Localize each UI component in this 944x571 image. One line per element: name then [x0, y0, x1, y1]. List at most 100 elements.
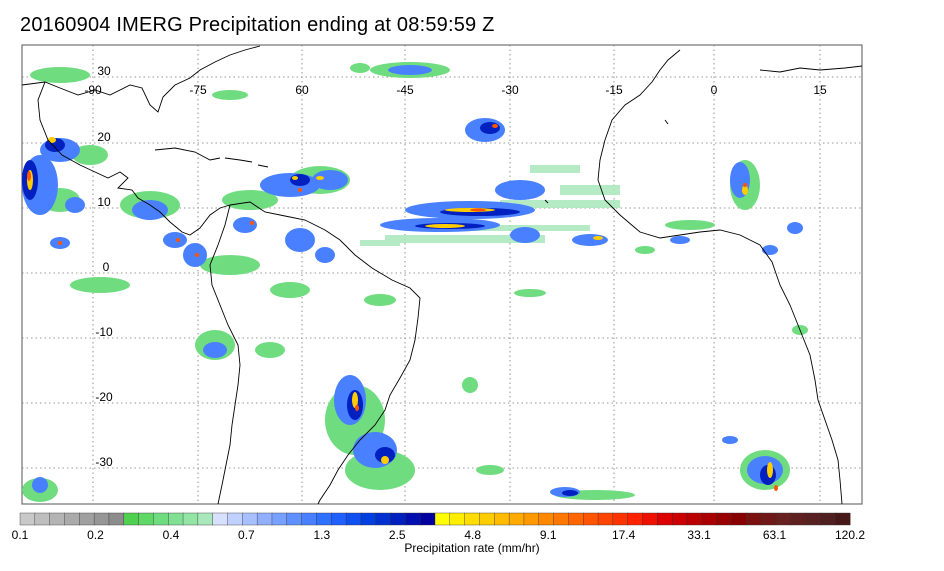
- longitude-label: -15: [605, 83, 623, 97]
- colorbar-swatch: [345, 512, 362, 526]
- colorbar-tick-label: 4.8: [464, 528, 482, 542]
- africa-northwest-coast: [599, 49, 681, 161]
- coastlines: [21, 45, 863, 505]
- colorbar-tick-label: 0.4: [162, 528, 180, 542]
- latitude-label: -10: [95, 325, 113, 339]
- longitude-label: -45: [396, 83, 414, 97]
- colorbar-swatch: [494, 512, 510, 526]
- cape-verde-islands: [544, 199, 549, 204]
- longitude-label: 0: [711, 83, 718, 97]
- colorbar-swatch: [434, 512, 451, 526]
- colorbar-swatch: [123, 512, 140, 526]
- europe-coast: [759, 65, 863, 73]
- colorbar-swatch: [168, 512, 184, 526]
- colorbar-swatch: [301, 512, 317, 526]
- map-frame: [21, 44, 863, 505]
- colorbar-swatch: [242, 512, 258, 526]
- colorbar-swatch: [390, 512, 406, 526]
- colorbar-swatch: [746, 512, 762, 526]
- colorbar-swatch: [538, 512, 555, 526]
- colorbar-swatch: [523, 512, 540, 526]
- colorbar-swatch: [627, 512, 643, 526]
- hispaniola-coast: [224, 157, 253, 163]
- colorbar-swatch: [834, 512, 851, 526]
- colorbar-swatch: [612, 512, 629, 526]
- africa-west-coast: [597, 159, 843, 505]
- colorbar-swatch: [419, 512, 436, 526]
- colorbar-swatch: [286, 512, 303, 526]
- central-america-coast: [37, 81, 231, 236]
- puerto-rico-coast: [257, 164, 269, 168]
- longitude-label: -30: [501, 83, 519, 97]
- north-america-coast: [21, 45, 261, 113]
- colorbar-tick-label: 2.5: [388, 528, 406, 542]
- colorbar-swatch: [138, 512, 154, 526]
- colorbar-swatch: [212, 512, 228, 526]
- south-america-east-coast: [229, 201, 421, 505]
- longitude-label: -75: [189, 83, 207, 97]
- colorbar-swatch: [775, 512, 792, 526]
- colorbar-swatch: [701, 512, 718, 526]
- colorbar-swatch: [34, 512, 51, 526]
- latitude-label: 0: [103, 260, 110, 274]
- longitude-label: -90: [84, 83, 102, 97]
- rain-red-cells: [27, 124, 778, 491]
- colorbar-swatch: [820, 512, 836, 526]
- colorbar-swatch: [642, 512, 658, 526]
- colorbar-swatch: [479, 512, 495, 526]
- colorbar-swatch: [508, 512, 525, 526]
- colorbar-swatch: [464, 512, 480, 526]
- longitude-label: 15: [813, 83, 827, 97]
- colorbar-swatch: [256, 512, 273, 526]
- colorbar-swatch: [760, 512, 777, 526]
- colorbar-tick-label: 33.1: [687, 528, 711, 542]
- latitude-label: -20: [95, 390, 113, 404]
- colorbar-tick-label: 0.1: [11, 528, 29, 542]
- colorbar-swatch: [805, 512, 821, 526]
- colorbar-swatch: [108, 512, 125, 526]
- colorbar-swatch: [790, 512, 807, 526]
- colorbar-swatch: [360, 512, 377, 526]
- colorbar-swatch: [182, 512, 199, 526]
- colorbar-swatch: [657, 512, 673, 526]
- latitude-label: -30: [95, 455, 113, 469]
- colorbar-tick-label: 9.1: [539, 528, 557, 542]
- colorbar-swatch: [731, 512, 747, 526]
- colorbar-swatch: [583, 512, 599, 526]
- latitude-labels: 30 20 10 0 -10 -20 -30: [95, 64, 113, 469]
- colorbar-swatch: [331, 512, 347, 526]
- colorbar-swatch: [405, 512, 421, 526]
- colorbar-swatch: [686, 512, 703, 526]
- colorbar-tick-label: 17.4: [611, 528, 636, 542]
- colorbar-swatch: [449, 512, 466, 526]
- colorbar-caption: Precipitation rate (mm/hr): [404, 541, 540, 555]
- colorbar-swatch: [19, 512, 36, 526]
- colorbar-swatch: [597, 512, 614, 526]
- colorbar-swatch: [375, 512, 392, 526]
- colorbar-tick-label: 63.1: [762, 528, 787, 542]
- precipitation-field: [22, 62, 808, 502]
- colorbar-swatch: [716, 512, 732, 526]
- colorbar-swatch: [79, 512, 95, 526]
- colorbar-swatch: [197, 512, 214, 526]
- colorbar-tick-label: 1.3: [313, 528, 331, 542]
- colorbar-tick-label: 0.7: [238, 528, 255, 542]
- latitude-label: 30: [97, 64, 111, 78]
- longitude-label: 60: [295, 83, 309, 97]
- colorbar-swatch: [271, 512, 288, 526]
- colorbar-tick-label: 0.2: [87, 528, 104, 542]
- colorbar-swatch: [553, 512, 569, 526]
- latitude-label: 20: [97, 130, 111, 144]
- colorbar-swatch: [316, 512, 332, 526]
- longitude-labels: -90 -75 60 -45 -30 -15 0 15: [84, 83, 827, 97]
- colorbar-swatch: [671, 512, 688, 526]
- colorbar-swatch: [93, 512, 110, 526]
- light-rain-stipple: [360, 165, 620, 246]
- south-america-west-coast: [209, 204, 241, 505]
- map-title: 20160904 IMERG Precipitation ending at 0…: [20, 14, 495, 36]
- canary-islands: [664, 119, 669, 125]
- colorbar-tick-label: 120.2: [834, 528, 866, 542]
- colorbar: [19, 512, 851, 526]
- latitude-label: 10: [97, 195, 111, 209]
